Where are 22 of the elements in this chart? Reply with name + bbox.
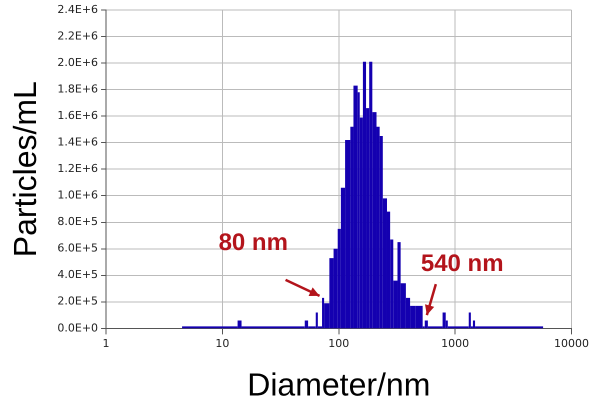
y-tick-label: 1.2E+6 <box>57 162 98 176</box>
annotation: 80 nm <box>218 228 288 256</box>
y-tick-label: 2.0E+5 <box>57 294 98 308</box>
y-axis-title: Particles/mL <box>7 81 44 258</box>
y-tick-label: 0.0E+0 <box>57 321 98 334</box>
x-tick-label: 10000 <box>554 336 590 350</box>
y-tick-label: 1.0E+6 <box>57 188 98 202</box>
y-tick-label: 8.0E+5 <box>57 215 98 228</box>
y-tick-label: 2.4E+6 <box>57 2 98 16</box>
x-tick-label: 10 <box>215 336 230 350</box>
y-tick-label: 1.6E+6 <box>57 108 98 122</box>
y-tick-label: 2.2E+6 <box>57 29 98 42</box>
y-tick-label: 1.8E+6 <box>57 82 98 96</box>
annotation: 540 nm <box>420 250 504 278</box>
x-tick-label: 1000 <box>441 336 470 350</box>
y-tick-label: 4.0E+5 <box>57 268 98 282</box>
x-tick-label: 1 <box>102 336 110 350</box>
y-tick-label: 2.0E+6 <box>57 56 98 69</box>
y-tick-label: 6.0E+5 <box>57 242 98 255</box>
x-axis-title: Diameter/nm <box>247 366 430 403</box>
x-tick-label: 100 <box>328 336 350 350</box>
y-tick-label: 1.4E+6 <box>57 136 98 149</box>
